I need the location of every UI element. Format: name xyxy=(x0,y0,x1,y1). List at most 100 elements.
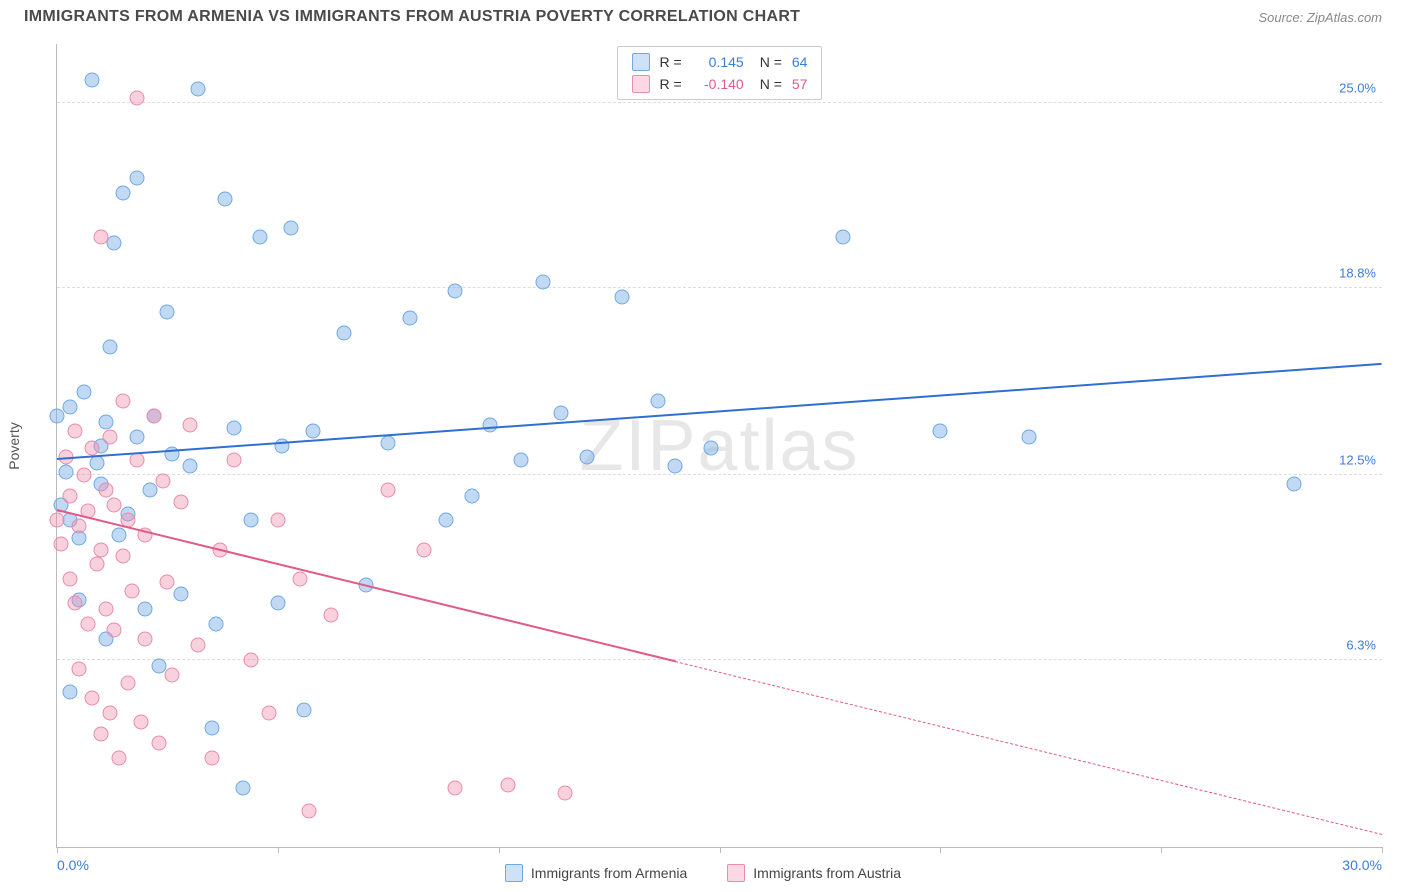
data-point xyxy=(63,685,78,700)
x-tick xyxy=(278,847,279,853)
data-point xyxy=(650,393,665,408)
data-point xyxy=(129,453,144,468)
data-point xyxy=(191,637,206,652)
data-point xyxy=(63,489,78,504)
data-point xyxy=(403,310,418,325)
data-point xyxy=(173,587,188,602)
data-point xyxy=(98,602,113,617)
data-point xyxy=(160,304,175,319)
data-point xyxy=(94,230,109,245)
data-point xyxy=(85,691,100,706)
series-legend: Immigrants from Armenia Immigrants from A… xyxy=(0,864,1406,882)
data-point xyxy=(465,489,480,504)
data-point xyxy=(244,652,259,667)
data-point xyxy=(72,661,87,676)
data-point xyxy=(129,429,144,444)
data-point xyxy=(50,408,65,423)
data-point xyxy=(292,572,307,587)
data-point xyxy=(120,676,135,691)
trend-line-extrapolated xyxy=(675,661,1382,835)
data-point xyxy=(103,340,118,355)
data-point xyxy=(107,497,122,512)
data-point xyxy=(85,441,100,456)
data-point xyxy=(63,399,78,414)
data-point xyxy=(262,706,277,721)
data-point xyxy=(513,453,528,468)
data-point xyxy=(447,283,462,298)
legend-row: R =-0.140N =57 xyxy=(632,73,808,95)
data-point xyxy=(535,274,550,289)
data-point xyxy=(50,512,65,527)
data-point xyxy=(553,405,568,420)
data-point xyxy=(111,750,126,765)
data-point xyxy=(204,721,219,736)
data-point xyxy=(381,435,396,450)
data-point xyxy=(173,495,188,510)
data-point xyxy=(129,90,144,105)
data-point xyxy=(133,715,148,730)
data-point xyxy=(416,542,431,557)
series-legend-label: Immigrants from Austria xyxy=(753,865,901,881)
data-point xyxy=(482,417,497,432)
gridline xyxy=(57,474,1382,475)
data-point xyxy=(182,417,197,432)
data-point xyxy=(103,706,118,721)
data-point xyxy=(54,536,69,551)
series-legend-item: Immigrants from Armenia xyxy=(505,864,687,882)
data-point xyxy=(116,548,131,563)
legend-swatch xyxy=(632,75,650,93)
legend-r-label: R = xyxy=(660,54,682,70)
data-point xyxy=(381,483,396,498)
data-point xyxy=(226,420,241,435)
data-point xyxy=(160,575,175,590)
trend-line xyxy=(57,363,1382,460)
data-point xyxy=(301,804,316,819)
data-point xyxy=(116,393,131,408)
chart-source: Source: ZipAtlas.com xyxy=(1258,10,1382,25)
legend-swatch xyxy=(632,53,650,71)
data-point xyxy=(209,616,224,631)
data-point xyxy=(76,384,91,399)
data-point xyxy=(107,622,122,637)
y-tick-label: 12.5% xyxy=(1339,453,1376,468)
data-point xyxy=(151,735,166,750)
x-tick xyxy=(940,847,941,853)
data-point xyxy=(107,236,122,251)
x-tick xyxy=(57,847,58,853)
data-point xyxy=(67,596,82,611)
data-point xyxy=(98,483,113,498)
data-point xyxy=(438,512,453,527)
data-point xyxy=(72,518,87,533)
data-point xyxy=(217,191,232,206)
data-point xyxy=(58,465,73,480)
chart-header: IMMIGRANTS FROM ARMENIA VS IMMIGRANTS FR… xyxy=(0,0,1406,30)
data-point xyxy=(447,780,462,795)
data-point xyxy=(156,474,171,489)
data-point xyxy=(226,453,241,468)
data-point xyxy=(103,429,118,444)
data-point xyxy=(204,750,219,765)
data-point xyxy=(98,414,113,429)
x-tick xyxy=(499,847,500,853)
plot-region: ZIPatlas R =0.145N =64R =-0.140N =57 6.3… xyxy=(56,44,1382,848)
data-point xyxy=(836,230,851,245)
data-point xyxy=(933,423,948,438)
data-point xyxy=(580,450,595,465)
legend-r-label: R = xyxy=(660,76,682,92)
gridline xyxy=(57,102,1382,103)
data-point xyxy=(1021,429,1036,444)
legend-n-label: N = xyxy=(760,76,782,92)
data-point xyxy=(297,703,312,718)
data-point xyxy=(125,584,140,599)
data-point xyxy=(116,185,131,200)
legend-r-value: 0.145 xyxy=(692,54,744,70)
data-point xyxy=(306,423,321,438)
data-point xyxy=(111,527,126,542)
y-tick-label: 25.0% xyxy=(1339,81,1376,96)
data-point xyxy=(147,408,162,423)
series-legend-item: Immigrants from Austria xyxy=(727,864,901,882)
legend-row: R =0.145N =64 xyxy=(632,51,808,73)
x-tick xyxy=(1161,847,1162,853)
y-tick-label: 18.8% xyxy=(1339,265,1376,280)
data-point xyxy=(615,289,630,304)
